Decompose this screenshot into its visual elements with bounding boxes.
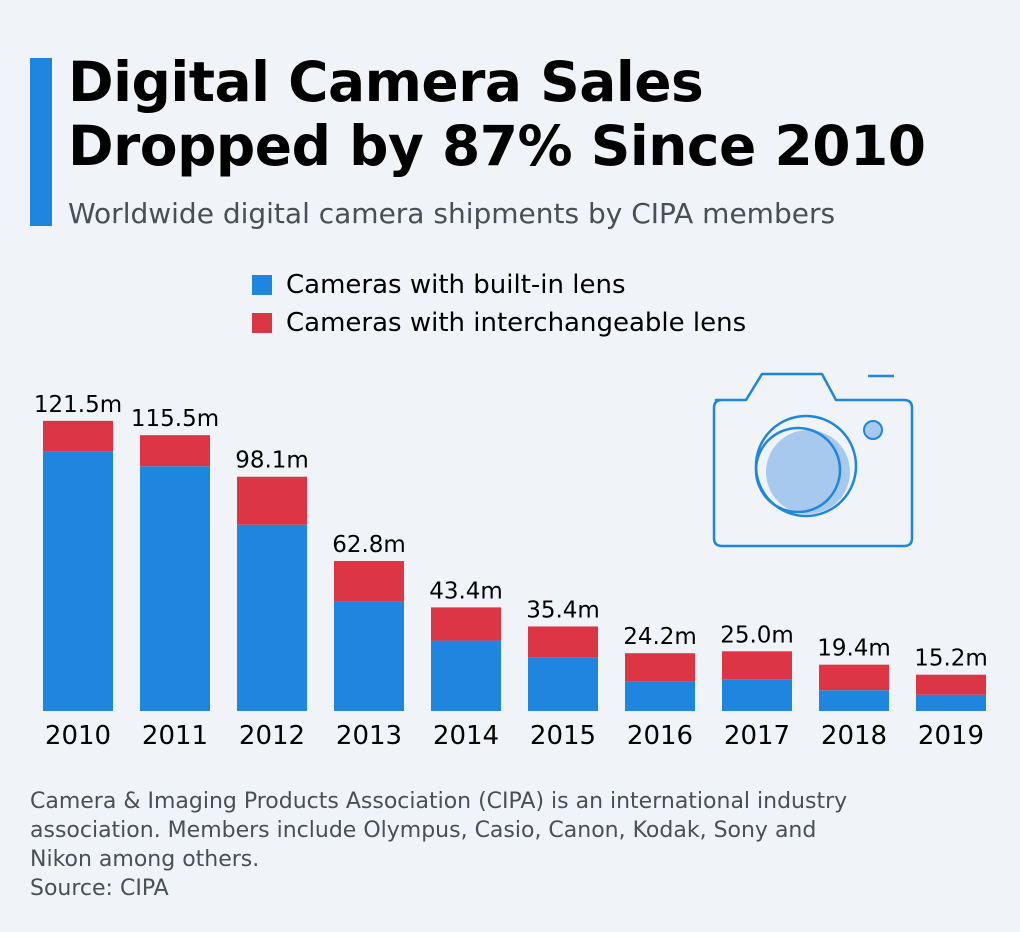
bar-interchangeable-2010 xyxy=(43,420,113,452)
x-tick-label-2014: 2014 xyxy=(433,721,499,751)
bar-builtin-2019 xyxy=(916,694,986,711)
legend-label-builtin: Cameras with built-in lens xyxy=(286,270,626,300)
footnote: Camera & Imaging Products Association (C… xyxy=(30,787,990,903)
bar-builtin-2013 xyxy=(334,601,404,711)
title-line-2: Dropped by 87% Since 2010 xyxy=(68,114,926,178)
x-tick-label-2018: 2018 xyxy=(821,721,887,751)
bar-interchangeable-2014 xyxy=(431,607,501,641)
title-accent-bar xyxy=(30,58,52,226)
bar-builtin-2011 xyxy=(140,466,210,711)
x-tick-label-2012: 2012 xyxy=(239,721,305,751)
bar-builtin-2016 xyxy=(625,681,695,711)
total-label-2018: 19.4m xyxy=(817,636,891,662)
total-label-2016: 24.2m xyxy=(623,624,697,650)
bar-interchangeable-2011 xyxy=(140,435,210,467)
footnote-line-3: Nikon among others. xyxy=(30,847,260,872)
chart-subtitle: Worldwide digital camera shipments by CI… xyxy=(68,197,836,230)
total-label-2013: 62.8m xyxy=(332,532,406,558)
total-label-2010: 121.5m xyxy=(34,392,122,418)
x-tick-label-2019: 2019 xyxy=(918,721,984,751)
x-tick-label-2011: 2011 xyxy=(142,721,208,751)
legend-label-interchangeable: Cameras with interchangeable lens xyxy=(286,308,747,338)
bar-interchangeable-2013 xyxy=(334,561,404,602)
bar-builtin-2017 xyxy=(722,679,792,711)
total-label-2017: 25.0m xyxy=(720,622,794,648)
source: Source: CIPA xyxy=(30,876,169,901)
bar-interchangeable-2012 xyxy=(237,476,307,525)
bar-interchangeable-2015 xyxy=(528,626,598,658)
x-tick-label-2016: 2016 xyxy=(627,721,693,751)
bar-interchangeable-2017 xyxy=(722,651,792,680)
camera-icon xyxy=(712,372,914,548)
footnote-line-2: association. Members include Olympus, Ca… xyxy=(30,818,817,843)
legend-item-interchangeable: Cameras with interchangeable lens xyxy=(252,304,746,342)
total-label-2011: 115.5m xyxy=(131,406,219,432)
x-tick-label-2015: 2015 xyxy=(530,721,596,751)
bar-builtin-2012 xyxy=(237,524,307,711)
stacked-bar-chart: 121.5m 2010 115.5m 2011 98.1m 2012 62.8m 2013 43… xyxy=(34,392,988,751)
legend-swatch-interchangeable xyxy=(252,313,272,333)
legend-swatch-builtin xyxy=(252,275,272,295)
bar-interchangeable-2016 xyxy=(625,653,695,682)
bar-interchangeable-2018 xyxy=(819,664,889,691)
title-line-1: Digital Camera Sales xyxy=(68,50,704,114)
x-tick-label-2017: 2017 xyxy=(724,721,790,751)
bar-builtin-2018 xyxy=(819,690,889,711)
total-label-2019: 15.2m xyxy=(914,646,988,672)
legend-item-builtin: Cameras with built-in lens xyxy=(252,266,746,304)
total-label-2014: 43.4m xyxy=(429,578,503,604)
bar-interchangeable-2019 xyxy=(916,674,986,695)
x-tick-label-2010: 2010 xyxy=(45,721,111,751)
x-tick-label-2013: 2013 xyxy=(336,721,402,751)
total-label-2012: 98.1m xyxy=(235,448,309,474)
footnote-line-1: Camera & Imaging Products Association (C… xyxy=(30,789,848,814)
bar-builtin-2015 xyxy=(528,657,598,711)
bar-builtin-2010 xyxy=(43,451,113,711)
bar-builtin-2014 xyxy=(431,640,501,711)
legend: Cameras with built-in lens Cameras with … xyxy=(252,266,746,342)
chart-title: Digital Camera Sales Dropped by 87% Sinc… xyxy=(68,50,998,178)
total-label-2015: 35.4m xyxy=(526,597,600,623)
